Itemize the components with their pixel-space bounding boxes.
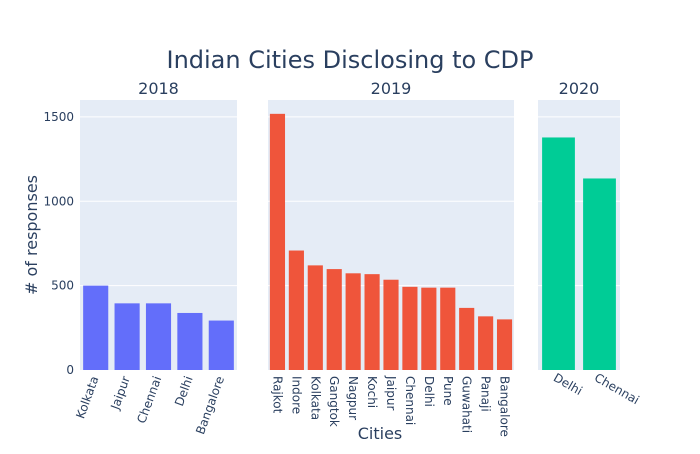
panel-title: 2020: [559, 79, 600, 98]
x-tick-label: Kolkata: [73, 374, 101, 420]
y-axis-label: # of responses: [22, 175, 41, 295]
bar: [542, 137, 575, 370]
bar: [345, 273, 361, 370]
panel-2020: 2020 Delhi Chennai: [538, 79, 642, 407]
y-tick-label: 500: [51, 279, 74, 293]
x-tick-label: Gangtok: [327, 376, 341, 427]
x-tick-label: Guwahati: [460, 376, 474, 433]
bar: [114, 303, 140, 370]
bar: [83, 285, 109, 370]
bar: [440, 287, 456, 370]
x-tick-label: Indore: [289, 376, 303, 414]
y-tick-label: 1500: [43, 110, 74, 124]
x-tick-label: Panaji: [479, 376, 493, 412]
bar: [402, 286, 418, 370]
x-tick-label: Chennai: [592, 370, 642, 407]
x-tick-label: Pune: [441, 376, 455, 406]
bar: [288, 250, 304, 370]
bar: [496, 319, 513, 370]
panel-title: 2019: [371, 79, 412, 98]
y-tick-label: 0: [66, 363, 74, 377]
x-tick-label: Jaipur: [108, 374, 133, 412]
x-tick-label: Kolkata: [308, 376, 322, 420]
x-tick-label: Chennai: [403, 376, 417, 425]
bar: [326, 269, 342, 370]
panel-2018: 0 500 1000 1500 2018 Kolkata Jaipur Chennai Delh…: [43, 79, 237, 436]
x-tick-label: Delhi: [551, 370, 585, 398]
bar: [269, 113, 286, 371]
x-tick-label: Chennai: [134, 374, 164, 425]
panel-title: 2018: [138, 79, 179, 98]
chart-title: Indian Cities Disclosing to CDP: [166, 46, 533, 74]
x-tick-label: Bangalore: [498, 376, 512, 437]
bar: [421, 287, 437, 370]
x-tick-label: Bangalore: [193, 374, 227, 436]
x-tick-label: Delhi: [172, 374, 196, 408]
x-tick-label: Nagpur: [346, 376, 360, 420]
x-tick-label: Kochi: [365, 376, 379, 408]
bar: [583, 178, 616, 370]
x-tick-label: Jaipur: [384, 375, 398, 410]
x-tick-label: Rajkot: [270, 376, 284, 414]
bar: [478, 316, 494, 370]
bar: [459, 307, 475, 370]
bar: [364, 274, 380, 370]
panel-2019: 2019 Rajkot Indore Kolkata Gangtok Nagpur Koch…: [268, 79, 514, 437]
bar: [177, 312, 203, 370]
x-tick-label: Delhi: [422, 376, 436, 407]
y-tick-label: 1000: [43, 194, 74, 208]
bar: [307, 265, 323, 370]
bar: [145, 303, 172, 370]
x-axis-label: Cities: [358, 424, 403, 443]
bar: [208, 320, 234, 370]
bar: [383, 279, 399, 370]
